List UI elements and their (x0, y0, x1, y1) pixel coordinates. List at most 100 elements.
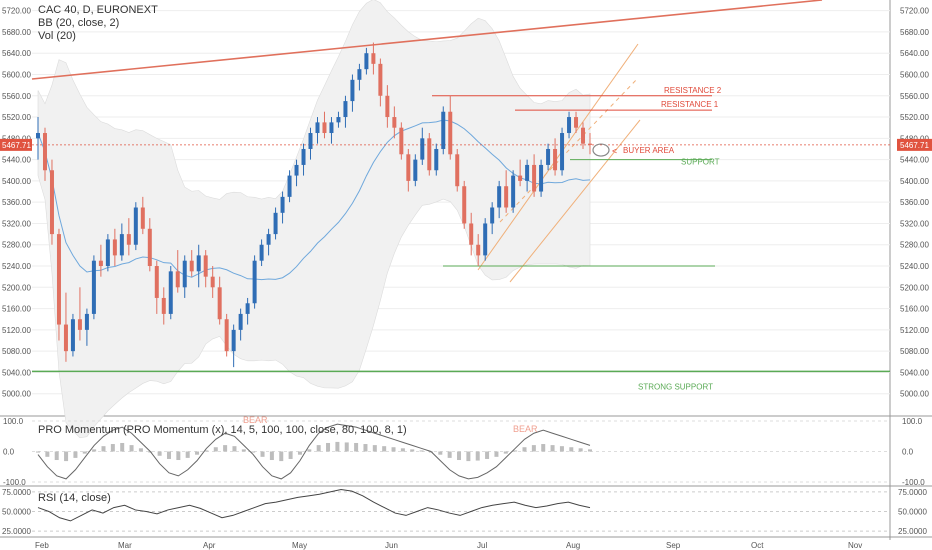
candle-body (259, 244, 264, 261)
candle-body (343, 101, 348, 118)
momentum-indicator-label[interactable]: PRO Momentum (PRO Momentum (x), 14, 5, 1… (38, 424, 407, 436)
candle-body (224, 319, 229, 352)
rsi-tick-label-right: 50.0000 (898, 508, 927, 517)
momentum-tick-label-right: 0.0 (902, 448, 914, 457)
symbol-title[interactable]: CAC 40, D, EURONEXT (38, 4, 158, 16)
momentum-bar (494, 451, 499, 457)
momentum-bar (129, 445, 134, 452)
momentum-bar (82, 451, 87, 454)
price-tick-label-left: 5480.00 (2, 134, 31, 143)
price-tick-label-right: 5320.00 (900, 219, 929, 228)
candle-body (196, 255, 201, 272)
candle-body (140, 207, 145, 229)
candle-body (518, 175, 523, 181)
momentum-bar (213, 447, 218, 452)
momentum-bar (195, 451, 200, 455)
momentum-bar (466, 451, 471, 462)
momentum-bar (578, 448, 583, 452)
candle-body (525, 164, 530, 181)
momentum-bar (204, 450, 209, 452)
candle-body (119, 234, 124, 256)
candle-body (441, 111, 446, 149)
candle-body (483, 223, 488, 256)
price-tick-label-left: 5040.00 (2, 368, 31, 377)
candle-body (378, 63, 383, 96)
momentum-bar (354, 442, 359, 452)
candle-body (126, 234, 131, 245)
momentum-bar (288, 451, 293, 459)
candle-body (399, 127, 404, 155)
price-tick-label-right: 5640.00 (900, 49, 929, 58)
candle-body (553, 148, 558, 171)
momentum-bar (400, 448, 405, 452)
candle-body (392, 117, 397, 128)
candle-body (133, 207, 138, 245)
momentum-bar (157, 451, 162, 456)
price-tick-label-right: 5400.00 (900, 177, 929, 186)
candle-body (189, 260, 194, 272)
momentum-bar (232, 446, 237, 452)
buyer-area-circle (592, 143, 610, 157)
momentum-bar (101, 446, 106, 452)
candle-body (49, 170, 54, 235)
momentum-bar (382, 446, 387, 452)
rsi-tick-label-left: 25.0000 (2, 527, 31, 536)
candle-body (203, 255, 208, 277)
candle-body (511, 175, 516, 208)
x-tick-label: Feb (35, 541, 49, 550)
candle-body (469, 223, 474, 245)
momentum-bar (438, 451, 443, 455)
momentum-bar (54, 451, 59, 461)
rsi-tick-label-right: 25.0000 (898, 527, 927, 536)
momentum-bar (513, 450, 518, 452)
drawing-tools[interactable]: < RESISTANCE 2 RESISTANCE 1 BUYER AREA SUPPO… (31, 0, 890, 391)
price-tick-label-right: 5600.00 (900, 70, 929, 79)
momentum-bar (457, 451, 462, 461)
candle-body (168, 271, 173, 314)
x-tick-label: Aug (566, 541, 580, 550)
price-tick-label-left: 5320.00 (2, 219, 31, 228)
candle-body (504, 186, 509, 208)
price-tick-label-right: 5440.00 (900, 156, 929, 165)
candle-body (546, 148, 551, 165)
price-tick-label-left: 5000.00 (2, 390, 31, 399)
rsi-tick-label-right: 75.0000 (898, 488, 927, 497)
momentum-bar (138, 448, 143, 452)
momentum-tick-label-right: -100.0 (902, 478, 925, 487)
momentum-bar (503, 451, 508, 454)
candle-body (231, 329, 236, 352)
candle-body (329, 122, 334, 134)
rsi-tick-label-left: 50.0000 (2, 508, 31, 517)
candle-body (70, 319, 75, 352)
momentum-bar (522, 447, 527, 452)
price-tick-label-right: 5120.00 (900, 326, 929, 335)
momentum-bar (326, 442, 331, 452)
momentum-tick-label-left: 0.0 (3, 448, 15, 457)
candle-body (476, 244, 481, 256)
price-tick-label-right: 5720.00 (900, 7, 929, 16)
rsi-indicator-label[interactable]: RSI (14, close) (38, 492, 111, 504)
price-tick-label-left: 5720.00 (2, 7, 31, 16)
candle-body (217, 287, 222, 320)
x-tick-label: Mar (118, 541, 132, 550)
x-tick-label: Apr (203, 541, 216, 550)
candle-body (315, 122, 320, 134)
bb-indicator-label[interactable]: BB (20, close, 2) (38, 17, 120, 29)
momentum-bar (73, 451, 78, 458)
price-tick-label-right: 5160.00 (900, 305, 929, 314)
price-tick-label-left: 5080.00 (2, 347, 31, 356)
volume-indicator-label[interactable]: Vol (20) (38, 30, 76, 42)
rsi-tick-label-left: 75.0000 (2, 488, 31, 497)
candle-body (490, 207, 495, 224)
price-tick-label-left: 5240.00 (2, 262, 31, 271)
momentum-tick-label-right: 100.0 (902, 417, 923, 426)
momentum-bar (64, 451, 69, 462)
momentum-bar (559, 446, 564, 452)
price-tick-label-left: 5360.00 (2, 198, 31, 207)
momentum-bar (447, 451, 452, 458)
momentum-bar (588, 449, 592, 452)
momentum-bar (185, 451, 190, 458)
bb-middle-line (37, 119, 591, 281)
momentum-bar (297, 451, 302, 455)
